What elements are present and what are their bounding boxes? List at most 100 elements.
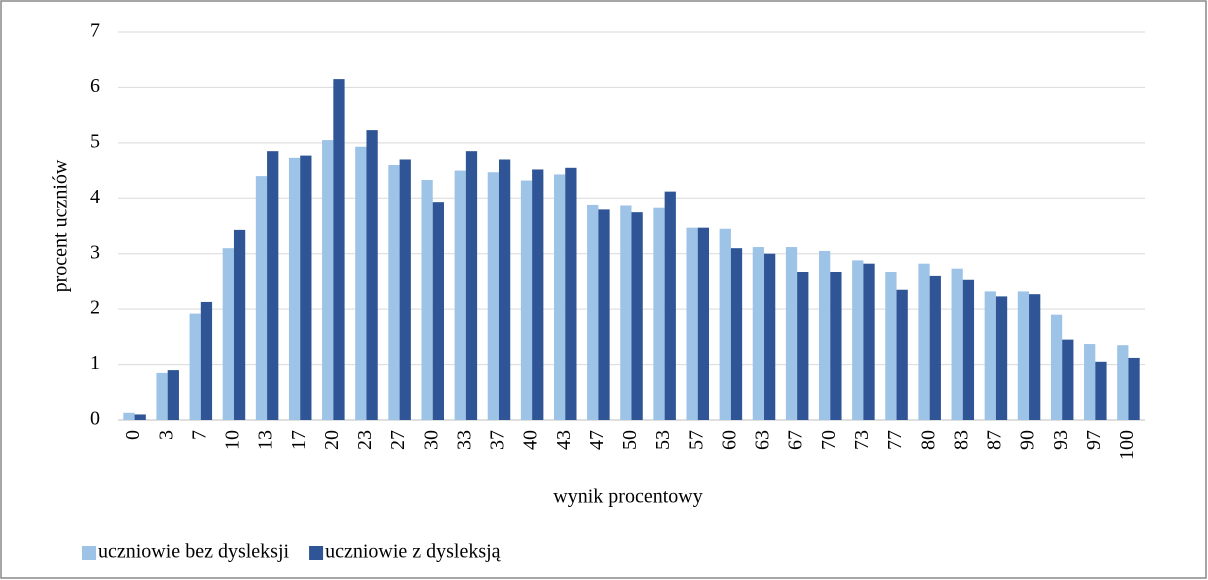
bar [852,260,864,420]
bar [498,159,511,420]
y-tick-label: 6 [90,75,100,97]
x-tick-label: 37 [487,430,509,450]
bar [200,301,213,420]
bar [719,228,731,420]
bar [1029,294,1041,420]
y-tick-label: 2 [90,297,100,319]
legend-label: uczniowie bez dysleksji [98,541,289,563]
x-tick-label: 43 [553,430,575,450]
bar [620,205,632,420]
x-tick-label: 100 [1116,430,1138,460]
bar [1062,339,1074,420]
x-tick-label: 10 [222,430,244,450]
bar [465,151,478,420]
x-tick-label: 80 [917,430,939,450]
bar [399,159,411,420]
bar [322,140,334,421]
x-tick-label: 57 [685,430,707,450]
x-tick-label: 20 [321,430,343,450]
x-tick-label: 23 [354,430,376,450]
bar [631,212,643,420]
bar [355,146,367,421]
x-tick-label: 97 [1083,430,1105,450]
bar [697,227,710,420]
bar [664,191,676,420]
bar [995,296,1008,420]
bar [918,263,930,420]
bar [189,313,201,420]
bar [962,279,975,420]
y-tick-label: 0 [90,408,100,430]
y-tick-label: 5 [90,130,100,152]
x-tick-label: 83 [950,430,972,450]
bar [1128,357,1140,420]
x-tick-label: 47 [586,430,608,450]
x-tick-label: 27 [387,430,409,450]
y-tick-label: 7 [90,20,100,42]
bar [587,204,599,420]
bar [288,157,301,420]
bar [553,174,566,420]
bar [222,248,234,420]
bar [752,247,765,420]
x-tick-label: 7 [188,430,210,440]
bar [123,412,135,420]
x-tick-label: 13 [255,430,277,450]
bar [233,229,246,420]
bar [984,291,996,420]
bar [454,170,466,420]
bar [255,176,268,420]
bar [421,179,433,420]
x-tick-label: 30 [420,430,442,450]
bar [598,209,610,420]
x-tick-label: 73 [851,430,873,450]
bar [333,79,345,420]
bar [1117,345,1129,420]
bar [653,207,665,420]
legend-swatch [309,546,324,560]
x-tick-label: 67 [785,430,807,450]
x-tick-label: 53 [652,430,674,450]
bar [1050,314,1063,420]
x-axis-title: wynik procentowy [553,486,702,508]
y-tick-label: 4 [90,186,100,208]
x-tick-label: 93 [1050,430,1072,450]
bar [134,414,146,420]
bar [432,202,444,420]
bar [167,370,179,420]
bar [929,275,941,420]
bar [388,165,400,420]
bar [819,250,831,420]
x-tick-label: 87 [984,430,1006,450]
x-tick-label: 50 [619,430,641,450]
x-tick-label: 63 [752,430,774,450]
y-axis-title: procent uczniów [50,159,72,292]
y-tick-label: 3 [90,241,100,263]
x-tick-label: 33 [453,430,475,450]
bar [951,268,963,420]
bar [863,263,875,420]
bar [487,172,499,420]
bar [520,180,533,420]
bar [686,227,698,420]
x-tick-label: 70 [818,430,840,450]
bar [830,272,842,420]
bar [565,167,577,420]
bar [1017,291,1030,420]
bar [785,247,798,420]
bar [300,155,312,420]
x-tick-label: 17 [288,430,310,450]
legend-label: uczniowie z dysleksją [325,541,502,563]
bar [730,248,743,420]
bar [1084,344,1096,420]
legend-swatch [82,546,96,560]
x-tick-label: 60 [718,430,740,450]
bar [532,169,544,420]
bar [267,151,279,420]
bar [885,272,897,420]
x-tick-label: 90 [1017,430,1039,450]
bar [156,372,168,420]
y-tick-label: 1 [90,352,100,374]
x-tick-label: 40 [520,430,542,450]
